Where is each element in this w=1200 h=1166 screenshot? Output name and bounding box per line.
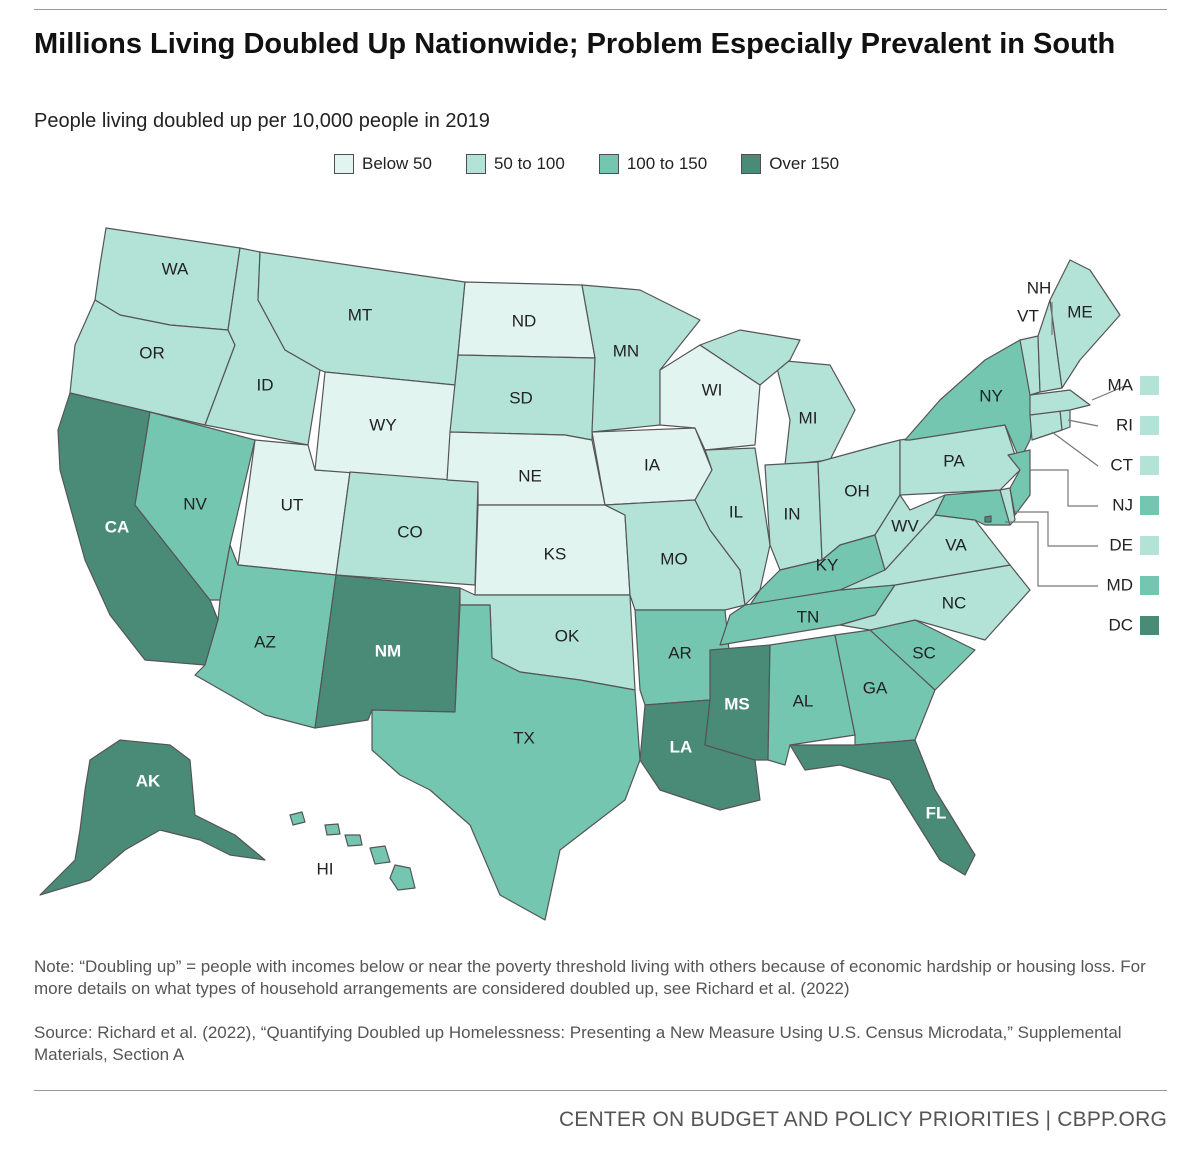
state-label-nm: NM: [375, 641, 401, 660]
state-label-va: VA: [945, 535, 967, 554]
state-label-tx: TX: [513, 728, 535, 747]
state-label-mo: MO: [660, 549, 687, 568]
state-label-ia: IA: [644, 455, 661, 474]
side-label-de: DE: [1109, 535, 1133, 554]
state-label-ut: UT: [281, 495, 304, 514]
state-label-ok: OK: [555, 626, 580, 645]
bottom-rule: [34, 1090, 1167, 1091]
legend-swatch: [334, 154, 354, 174]
footer-credit: CENTER ON BUDGET AND POLICY PRIORITIES |…: [558, 1108, 1167, 1131]
state-il[interactable]: [694, 447, 771, 606]
legend-label: 100 to 150: [626, 154, 708, 173]
leader-md: [1005, 521, 1098, 587]
side-swatch-de: [1140, 536, 1159, 555]
state-label-mi: MI: [799, 408, 818, 427]
state-label-ca: CA: [105, 517, 130, 536]
chart-title: Millions Living Doubled Up Nationwide; P…: [34, 28, 1116, 60]
top-rule: [34, 9, 1167, 10]
legend-item-1: 50 to 100: [465, 154, 565, 174]
side-swatch-nj: [1140, 496, 1159, 515]
leader-ct: [1051, 431, 1099, 467]
state-label-wv: WV: [891, 516, 919, 535]
state-label-co: CO: [397, 522, 423, 541]
source-text: Source: Richard et al. (2022), “Quantify…: [34, 1023, 1122, 1064]
state-fl[interactable]: [789, 739, 976, 876]
side-swatch-ma: [1140, 376, 1159, 395]
state-label-ms: MS: [724, 694, 750, 713]
state-label-oh: OH: [844, 481, 870, 500]
leader-de: [1015, 511, 1098, 547]
state-label-in: IN: [784, 504, 801, 523]
side-label-nj: NJ: [1112, 495, 1133, 514]
state-label-ky: KY: [816, 555, 839, 574]
leader-ma: [1091, 385, 1126, 401]
state-label-az: AZ: [254, 632, 276, 651]
state-tx[interactable]: [371, 604, 641, 921]
state-nj[interactable]: [1007, 449, 1031, 516]
state-label-la: LA: [670, 737, 693, 756]
state-hi[interactable]: [289, 811, 416, 891]
state-label-hi: HI: [317, 859, 334, 878]
state-mi-upper[interactable]: [699, 329, 801, 386]
state-label-al: AL: [793, 691, 814, 710]
side-swatch-dc: [1140, 616, 1159, 635]
state-label-sd: SD: [509, 388, 533, 407]
state-label-ks: KS: [544, 544, 567, 563]
state-me[interactable]: [1049, 259, 1121, 389]
leader-nj: [1030, 469, 1098, 507]
state-ak[interactable]: [39, 739, 266, 896]
state-label-nh: NH: [1027, 278, 1052, 297]
state-label-wy: WY: [369, 415, 396, 434]
state-label-or: OR: [139, 343, 165, 362]
side-swatch-ri: [1140, 416, 1159, 435]
side-label-ri: RI: [1116, 415, 1133, 434]
legend-swatch: [465, 154, 486, 174]
state-ma[interactable]: [1029, 389, 1091, 416]
note-text: Note: “Doubling up” = people with income…: [34, 957, 1146, 998]
legend-swatch: [598, 154, 619, 174]
state-label-pa: PA: [943, 451, 965, 470]
state-label-ny: NY: [979, 386, 1003, 405]
state-label-ne: NE: [518, 466, 542, 485]
state-label-nv: NV: [183, 494, 207, 513]
legend-item-2: 100 to 150: [598, 154, 708, 174]
state-label-il: IL: [729, 502, 743, 521]
legend-label: Over 150: [769, 154, 840, 173]
state-label-ga: GA: [863, 678, 888, 697]
legend-label: 50 to 100: [493, 154, 565, 173]
leader-ri: [1067, 419, 1099, 427]
legend-item-0: Below 50: [334, 154, 432, 174]
state-label-vt: VT: [1017, 306, 1039, 325]
state-label-ar: AR: [668, 643, 692, 662]
state-dc[interactable]: [984, 515, 992, 523]
state-label-sc: SC: [912, 643, 936, 662]
legend-swatch: [741, 154, 762, 174]
state-label-nd: ND: [512, 311, 537, 330]
state-label-me: ME: [1067, 302, 1093, 321]
state-label-wi: WI: [702, 380, 723, 399]
side-label-ma: MA: [1108, 375, 1134, 394]
side-label-dc: DC: [1108, 615, 1133, 634]
state-label-wa: WA: [162, 259, 189, 278]
chart-subtitle: People living doubled up per 10,000 peop…: [34, 110, 490, 132]
side-label-ct: CT: [1110, 455, 1133, 474]
side-swatch-ct: [1140, 456, 1159, 475]
state-label-mn: MN: [613, 341, 639, 360]
state-label-mt: MT: [348, 305, 373, 324]
legend-item-3: Over 150: [741, 154, 839, 174]
state-label-fl: FL: [926, 803, 947, 822]
state-label-nc: NC: [942, 593, 967, 612]
state-label-tn: TN: [797, 607, 820, 626]
legend: Below 50 50 to 100 100 to 150 Over 150: [334, 154, 873, 174]
state-label-ak: AK: [136, 771, 161, 790]
side-swatch-md: [1140, 576, 1159, 595]
state-label-id: ID: [257, 375, 274, 394]
side-label-md: MD: [1107, 575, 1133, 594]
legend-label: Below 50: [362, 154, 432, 173]
